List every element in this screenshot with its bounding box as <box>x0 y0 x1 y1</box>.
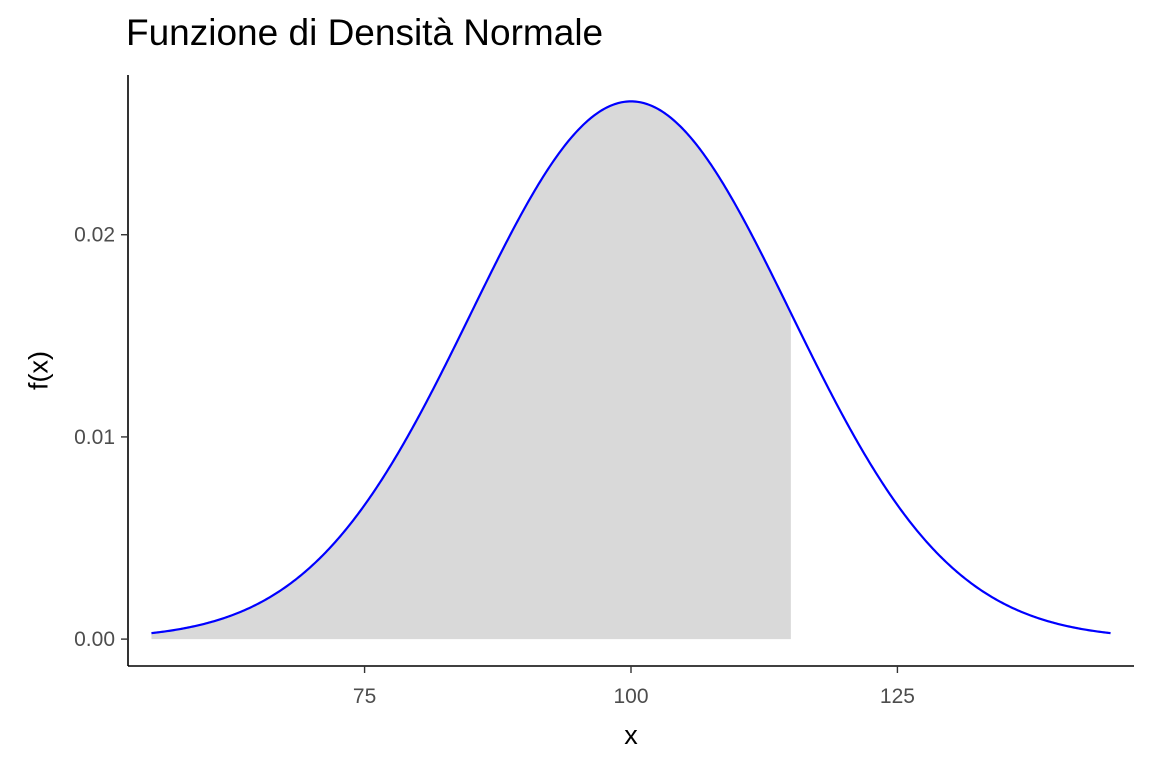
chart-title: Funzione di Densità Normale <box>126 12 604 53</box>
tick-layer: 75 100 125 0.00 0.01 0.02 <box>74 224 915 708</box>
y-tick-label: 0.02 <box>74 224 115 247</box>
y-axis-title: f(x) <box>23 351 53 390</box>
area-layer <box>151 101 791 640</box>
y-tick-label: 0.00 <box>74 628 115 651</box>
density-curve-line <box>151 100 1111 635</box>
x-tick-label: 125 <box>880 685 915 708</box>
x-axis-title: x <box>624 720 638 750</box>
shaded-area <box>151 101 791 640</box>
x-tick-label: 100 <box>613 685 648 708</box>
curve-layer <box>151 100 1111 635</box>
x-tick-label: 75 <box>353 685 376 708</box>
y-tick-label: 0.01 <box>74 426 115 449</box>
